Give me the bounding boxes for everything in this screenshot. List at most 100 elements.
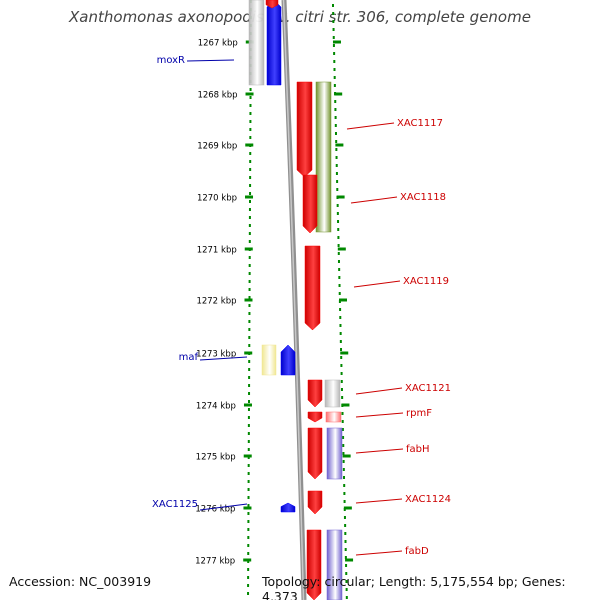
guide-dot-right — [335, 148, 338, 151]
gene-fabH[interactable] — [307, 427, 323, 480]
guide-dot-left — [248, 336, 251, 339]
guide-dot-right — [343, 516, 346, 519]
tick-mark-right — [337, 247, 346, 251]
tick-label: 1270 kbp — [197, 194, 237, 204]
guide-dot-left — [249, 176, 252, 179]
guide-dot-right — [337, 260, 340, 263]
gene-unlabeled[interactable] — [265, 0, 279, 9]
guide-dot-right — [336, 204, 339, 207]
gene-label[interactable]: maf — [179, 352, 199, 363]
guide-dot-right — [340, 364, 343, 367]
guide-dot-left — [247, 544, 250, 547]
tick-label: 1275 kbp — [196, 453, 236, 463]
gene-XAC1121[interactable] — [307, 379, 323, 408]
guide-dot-left — [247, 568, 250, 571]
gene-label[interactable]: moxR — [157, 55, 185, 66]
gene-XAC1118[interactable] — [302, 174, 318, 234]
guide-dot-right — [334, 100, 337, 103]
gene-label[interactable]: fabD — [405, 546, 429, 557]
guide-dot-left — [248, 312, 251, 315]
guide-dot-right — [337, 220, 340, 223]
gene-label-leader — [355, 412, 404, 418]
guide-dot-right — [333, 68, 336, 71]
guide-dot-left — [248, 272, 251, 275]
gene-label-leader — [353, 280, 401, 288]
topology-label: Topology: circular; Length: 5,175,554 bp… — [262, 574, 566, 600]
tick-mark-right — [341, 403, 350, 407]
guide-dot-right — [337, 244, 340, 247]
tick-mark-left — [244, 247, 253, 251]
gene-label-leader — [355, 387, 403, 395]
guide-dot-right — [336, 188, 339, 191]
guide-dot-right — [338, 284, 341, 287]
guide-dot-right — [344, 540, 347, 543]
guide-dot-right — [335, 156, 338, 159]
tick-mark-right — [339, 298, 347, 302]
guide-dot-right — [343, 476, 346, 479]
gene-maf[interactable] — [280, 344, 296, 376]
guide-dot-left — [247, 440, 250, 443]
gene-label-leader — [199, 503, 248, 511]
gene-label[interactable]: rpmF — [406, 408, 432, 419]
guide-dot-left — [249, 168, 252, 171]
guide-dot-right — [332, 36, 335, 39]
tick-mark-left — [243, 403, 252, 407]
guide-dot-left — [248, 320, 251, 323]
guide-dot-left — [247, 416, 250, 419]
guide-dot-right — [332, 44, 335, 47]
guide-dot-right — [339, 316, 342, 319]
guide-dot-right — [344, 548, 347, 551]
guide-dot-right — [332, 4, 334, 7]
guide-dot-right — [335, 164, 338, 167]
guide-dot-right — [345, 572, 348, 575]
gene-XAC1124[interactable] — [307, 490, 323, 515]
guide-dot-left — [249, 88, 252, 91]
gene-label[interactable]: XAC1124 — [405, 494, 451, 505]
guide-dot-left — [249, 96, 252, 99]
gene-XAC1125[interactable] — [280, 502, 296, 513]
tick-label: 1274 kbp — [196, 402, 236, 412]
guide-dot-right — [342, 436, 345, 439]
gene-label[interactable]: XAC1117 — [397, 118, 443, 129]
guide-dot-right — [333, 76, 336, 79]
guide-dot-right — [335, 172, 338, 175]
guide-dot-left — [248, 296, 251, 299]
gene-label[interactable]: XAC1118 — [400, 192, 446, 203]
guide-dot-left — [248, 208, 251, 211]
guide-dot-right — [339, 308, 342, 311]
guide-dot-right — [337, 252, 340, 255]
guide-dot-left — [248, 256, 251, 259]
guide-dot-left — [247, 480, 250, 483]
gene-rpmF[interactable] — [307, 411, 323, 423]
guide-dot-left — [247, 552, 250, 555]
gene-label[interactable]: XAC1125 — [152, 499, 198, 510]
guide-dot-left — [249, 192, 252, 195]
gene-label[interactable]: XAC1119 — [403, 276, 449, 287]
guide-dot-right — [342, 468, 345, 471]
guide-dot-right — [338, 292, 341, 295]
cog-band — [248, 0, 265, 86]
gene-moxR[interactable] — [266, 0, 282, 86]
genome-backbone-highlight — [282, 0, 305, 600]
gene-label[interactable]: XAC1121 — [405, 383, 451, 394]
tick-mark-right — [340, 351, 349, 355]
gene-label-leader — [346, 122, 395, 130]
gene-label[interactable]: fabH — [406, 444, 430, 455]
guide-dot-right — [335, 140, 338, 143]
cog-band — [315, 81, 332, 233]
gene-XAC1117[interactable] — [296, 81, 313, 178]
guide-dot-left — [247, 432, 250, 435]
gene-XAC1119[interactable] — [304, 245, 321, 331]
guide-dot-right — [337, 228, 340, 231]
cog-band — [325, 411, 342, 423]
guide-dot-left — [249, 200, 251, 203]
guide-dot-right — [336, 212, 339, 215]
guide-dot-right — [341, 420, 344, 423]
guide-dot-left — [247, 472, 250, 475]
gene-label-leader — [355, 498, 403, 504]
gene-fabD[interactable] — [306, 529, 322, 600]
guide-dot-right — [338, 276, 341, 279]
tick-label: 1273 kbp — [196, 350, 236, 360]
